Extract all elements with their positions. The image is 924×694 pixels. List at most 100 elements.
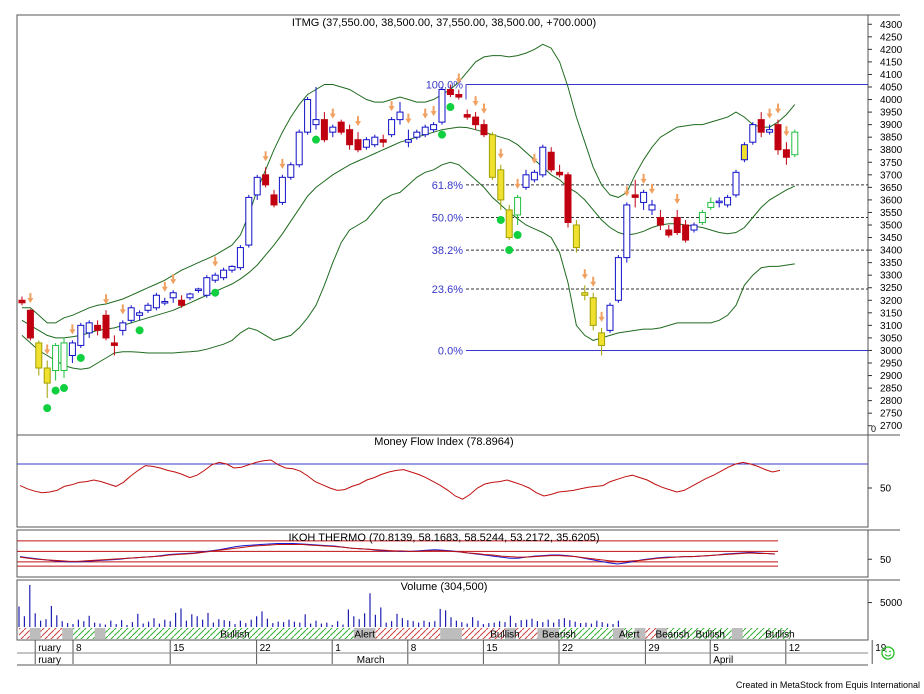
price-y-tick-label: 3950 [880,108,903,119]
candle-body [362,139,370,148]
signal-arrow [514,178,521,189]
candle-body [774,124,782,151]
mfi-y-tick-label: 50 [880,484,892,495]
price-y-tick-label: 3050 [880,333,903,344]
candle-body [413,131,421,138]
signal-arrow [27,293,34,304]
price-y-tick-label: 3250 [880,283,903,294]
candle-body [203,277,211,296]
fib-level-label: 100.0% [426,79,464,91]
candle-body [488,134,496,178]
candle-body [388,119,396,136]
candle-body [673,216,681,234]
candle-body [337,121,345,133]
signal-arrow [119,304,126,315]
signal-arrow [590,276,597,287]
price-y-tick-label: 3700 [880,170,903,181]
candle-body [228,265,236,271]
candle-body [169,292,177,299]
price-y-tick-label: 2700 [880,421,903,432]
candle-body [556,171,564,176]
signal-dot [43,404,52,413]
price-y-tick-label: 4300 [880,20,903,31]
signal-arrow [212,256,219,267]
price-y-tick-label: 4100 [880,70,903,81]
price-y-tick-label: 2850 [880,384,903,395]
sentiment-label: Alert [619,630,640,641]
price-y-tick-label: 4250 [880,32,903,43]
candle-body [178,299,186,306]
panel-frame-3 [16,579,869,641]
candle-body [253,176,261,196]
signal-arrow [262,151,269,162]
candle-body [354,139,362,151]
candle-body [421,126,429,136]
signal-arrow [598,311,605,322]
signal-arrow [161,281,168,292]
candle-body [152,294,160,309]
signal-dot [312,135,320,144]
signal-arrow [329,108,336,119]
mfi-title: Money Flow Index (78.8964) [374,436,513,448]
candle-body [110,342,118,346]
candle-body [295,131,303,166]
candle-body [211,274,219,281]
candle-body [60,342,68,372]
candle-body [320,119,328,141]
sentiment-segment [667,628,732,639]
candle-body [26,309,34,339]
sentiment-segment [656,628,667,639]
candle-body [245,196,253,246]
signal-dot [513,231,522,239]
candle-body [346,129,354,146]
signal-dot [496,215,505,224]
price-y-tick-label: 3750 [880,158,903,169]
candle-body [623,204,631,259]
price-y-tick-label: 3100 [880,321,903,332]
candle-body [757,119,765,133]
x-day-label: 5 [713,643,719,654]
candle-body [665,229,673,236]
sentiment-label: Bearish [542,630,576,641]
candle-body [791,131,799,156]
x-month-label: ruary [38,655,61,666]
candle-body [589,297,597,326]
price-y-tick-label: 3800 [880,145,903,156]
price-y-tick-label: 3600 [880,195,903,206]
x-day-label: 8 [76,643,82,654]
x-day-label: 22 [562,643,574,654]
mfi-panel [16,434,900,528]
signal-arrow [481,103,487,114]
signal-dot [135,326,144,335]
signal-dot [446,103,455,112]
panel-frame-1 [16,434,869,528]
candle-body [396,111,404,121]
candle-body [547,151,555,171]
bollinger-upper-line [22,43,796,324]
candle-body [598,332,606,346]
price-y-tick-label: 3300 [880,271,903,282]
signal-arrow [430,106,437,117]
candle-body [707,201,715,208]
candle-body [18,299,26,304]
candle-body [539,146,547,176]
candle-body [329,126,337,133]
candle-body [371,136,379,146]
candle-body [530,171,538,181]
sentiment-segment [94,628,106,639]
signal-dot [438,130,446,139]
sentiment-segment [634,628,646,639]
signal-dot [76,353,85,362]
candle-body [480,124,488,136]
sentiment-label: Alert [354,630,375,641]
x-day-label: 15 [173,643,185,654]
candle-body [472,116,480,126]
x-day-label: ruary [38,643,61,654]
candle-body [304,99,312,133]
x-day-label: 1 [335,643,341,654]
candle-body [430,124,438,131]
smiley-icon[interactable] [881,646,895,660]
candle-body [732,171,740,196]
sentiment-segment [742,628,790,639]
